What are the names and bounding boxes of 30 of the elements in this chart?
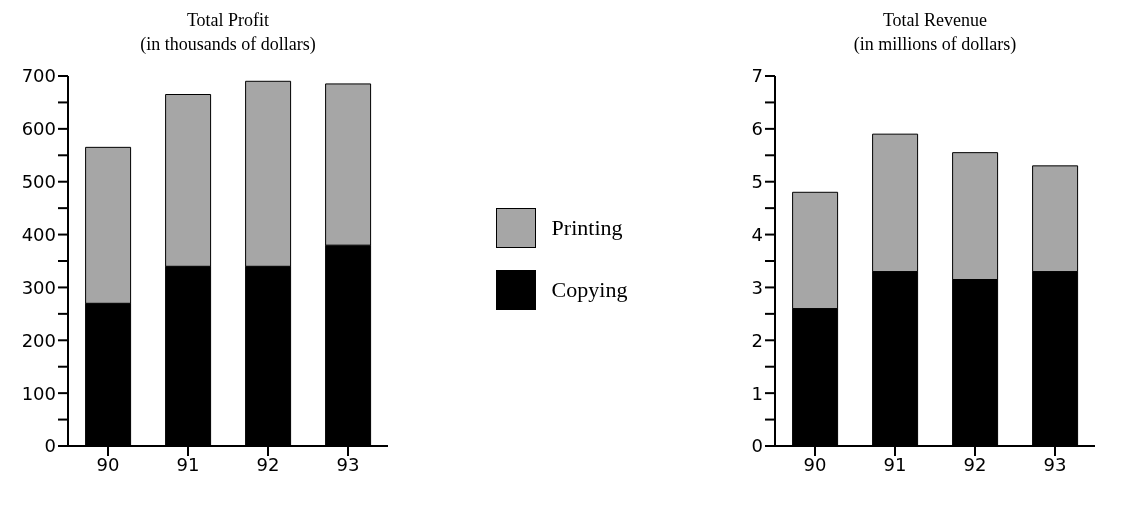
chart-subtitle: (in millions of dollars) — [852, 33, 1018, 56]
y-tick-label: 3 — [751, 276, 763, 298]
y-tick-label: 600 — [21, 118, 56, 140]
y-tick-label: 5 — [751, 171, 763, 193]
y-tick-label: 6 — [751, 118, 763, 140]
legend-label: Printing — [551, 215, 623, 241]
x-tick-label: 92 — [256, 453, 280, 475]
x-tick-label: 93 — [336, 453, 360, 475]
x-tick-label: 93 — [1043, 453, 1067, 475]
chart-title: Total Profit — [185, 9, 271, 32]
y-tick-label: 400 — [21, 223, 56, 245]
x-tick-label: 90 — [96, 453, 120, 475]
y-tick-label: 200 — [21, 329, 56, 351]
y-tick-label: 0 — [751, 435, 763, 457]
legend-label: Copying — [551, 277, 628, 303]
chart-subtitle: (in thousands of dollars) — [139, 33, 317, 56]
y-tick-label: 100 — [21, 382, 56, 404]
x-tick-label: 92 — [963, 453, 987, 475]
y-tick-label: 700 — [21, 65, 56, 87]
x-tick-label: 90 — [803, 453, 827, 475]
y-tick-label: 500 — [21, 171, 56, 193]
y-tick-label: 0 — [44, 435, 56, 457]
y-tick-label: 4 — [751, 223, 763, 245]
y-tick-label: 7 — [751, 65, 763, 87]
y-tick-label: 300 — [21, 276, 56, 298]
x-tick-label: 91 — [883, 453, 907, 475]
x-tick-label: 91 — [176, 453, 200, 475]
y-tick-label: 2 — [751, 329, 763, 351]
y-tick-label: 1 — [751, 382, 763, 404]
chart-title: Total Revenue — [881, 9, 989, 32]
